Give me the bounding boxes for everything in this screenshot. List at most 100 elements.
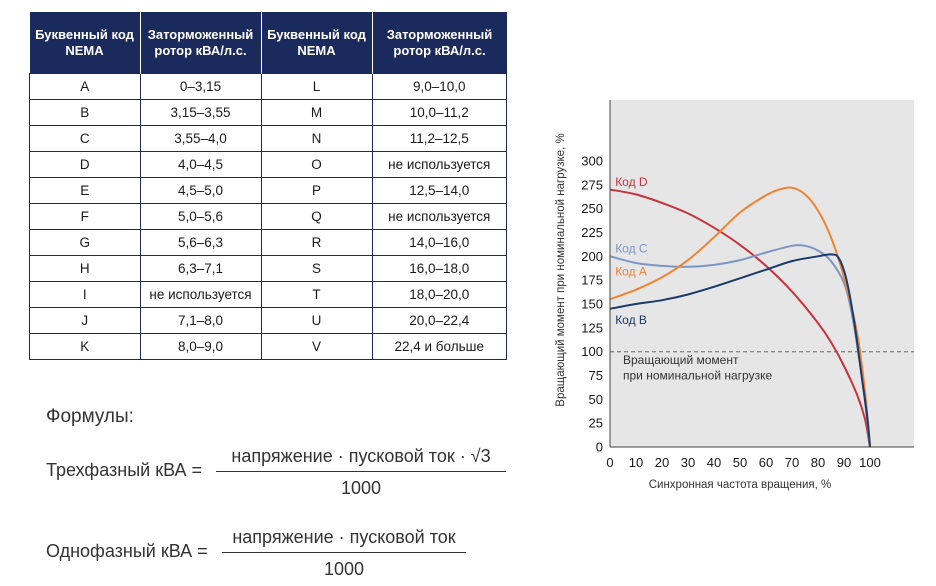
three-phase-numerator: напряжение · пусковой ток · √3 [231,446,491,466]
nema-code-cell: F [29,203,141,230]
plot-background [610,100,914,447]
y-tick-label: 225 [581,225,603,240]
nema-code-cell: L [260,73,373,100]
x-tick-label: 50 [733,455,747,470]
single-phase-fraction-bar [222,552,466,553]
locked-rotor-cell: 9,0–10,0 [371,73,507,100]
table-row: A 0–3,15 L 9,0–10,0 [29,73,507,100]
locked-rotor-cell: 6,3–7,1 [139,255,262,282]
header-locked-rotor-1: Заторможенный ротор кВА/л.с. [140,12,262,74]
locked-rotor-cell: не используется [371,203,507,230]
table-row: G 5,6–6,3 R 14,0–16,0 [29,229,507,256]
nema-code-cell: P [260,177,373,204]
header-locked-rotor-2: Заторможенный ротор кВА/л.с. [372,12,507,74]
x-tick-label: 10 [629,455,643,470]
nema-code-cell: B [29,99,141,126]
locked-rotor-cell: не используется [139,281,262,308]
nema-code-cell: V [260,333,373,360]
y-tick-label: 275 [581,177,603,192]
header-nema-code-1: Буквенный код NEMA [29,12,141,74]
locked-rotor-cell: 10,0–11,2 [371,99,507,126]
locked-rotor-cell: 8,0–9,0 [139,333,262,360]
locked-rotor-cell: 11,2–12,5 [371,125,507,152]
x-tick-label: 20 [655,455,669,470]
series-label: Код D [615,175,648,189]
nema-code-cell: E [29,177,141,204]
table-body: A 0–3,15 L 9,0–10,0 B 3,15–3,55 M 10,0–11,2 C 3,5… [29,73,507,360]
nema-code-cell: C [29,125,141,152]
table-row: K 8,0–9,0 V 22,4 и больше [29,333,507,360]
x-tick-label: 100 [859,455,881,470]
locked-rotor-cell: 3,15–3,55 [139,99,262,126]
three-phase-fraction: напряжение · пусковой ток · √3 1000 [216,446,506,499]
three-phase-name: Трехфазный кВА = [46,460,203,480]
series-label: Код A [615,265,647,279]
y-tick-label: 0 [596,440,603,455]
table-row: H 6,3–7,1 S 16,0–18,0 [29,255,507,282]
x-tick-label: 60 [759,455,773,470]
nema-code-cell: N [260,125,373,152]
nema-code-cell: G [29,229,141,256]
table-row: C 3,55–4,0 N 11,2–12,5 [29,125,507,152]
x-tick-label: 40 [707,455,721,470]
y-tick-label: 250 [581,201,603,216]
single-phase-numerator: напряжение · пусковой ток [232,527,456,547]
three-phase-fraction-bar [216,471,506,472]
nema-code-table: Буквенный код NEMA Заторможенный ротор к… [29,12,507,360]
y-tick-label: 200 [581,249,603,264]
y-tick-label: 50 [589,392,603,407]
nema-code-cell: I [29,281,141,308]
nema-code-cell: J [29,307,141,334]
locked-rotor-cell: 12,5–14,0 [371,177,507,204]
y-axis-label: Вращающий момент при номинальной нагрузк… [555,133,567,406]
y-tick-label: 75 [589,368,603,383]
torque-speed-chart: 0 25 50 75 100 125 150 175 200 225 250 275 300 0 10 20 3… [555,100,914,491]
y-tick-label: 25 [589,416,603,431]
reference-line-label-2: при номинальной нагрузке [623,368,772,382]
table-row: J 7,1–8,0 U 20,0–22,4 [29,307,507,334]
series-label: Код B [615,313,647,327]
x-tick-label: 30 [681,455,695,470]
y-tick-label: 175 [581,273,603,288]
single-phase-name: Однофазный кВА = [46,541,208,561]
y-tick-label: 100 [581,344,603,359]
formulas-label: Формулы: [46,406,134,427]
series-label: Код C [615,242,648,256]
locked-rotor-cell: не используется [371,151,507,178]
locked-rotor-cell: 4,0–4,5 [139,151,262,178]
table-header-row: Буквенный код NEMA Заторможенный ротор к… [29,12,507,74]
locked-rotor-cell: 5,0–5,6 [139,203,262,230]
x-tick-label: 70 [785,455,799,470]
nema-code-cell: O [260,151,373,178]
nema-code-cell: M [260,99,373,126]
single-phase-denominator: 1000 [323,559,365,579]
nema-code-cell: R [260,229,373,256]
x-tick-label: 0 [606,455,613,470]
x-tick-label: 80 [811,455,825,470]
series-line-код-b [609,253,871,448]
nema-code-cell: S [260,255,373,282]
nema-code-cell: A [29,73,141,100]
locked-rotor-cell: 16,0–18,0 [371,255,507,282]
y-tick-label: 150 [581,297,603,312]
locked-rotor-cell: 7,1–8,0 [139,307,262,334]
single-phase-fraction: напряжение · пусковой ток 1000 [222,527,466,580]
x-tick-label: 90 [837,455,851,470]
y-tick-label: 125 [581,320,603,335]
table-row: B 3,15–3,55 M 10,0–11,2 [29,99,507,126]
x-axis-label: Синхронная частота вращения, % [649,479,832,491]
nema-code-cell: T [260,281,373,308]
series-line-код-d [609,188,871,448]
nema-code-cell: K [29,333,141,360]
nema-code-cell: H [29,255,141,282]
locked-rotor-cell: 3,55–4,0 [139,125,262,152]
nema-code-cell: U [260,307,373,334]
locked-rotor-cell: 14,0–16,0 [371,229,507,256]
locked-rotor-cell: 18,0–20,0 [371,281,507,308]
three-phase-denominator: 1000 [340,478,382,498]
locked-rotor-cell: 0–3,15 [139,73,262,100]
y-tick-label: 300 [581,154,603,169]
